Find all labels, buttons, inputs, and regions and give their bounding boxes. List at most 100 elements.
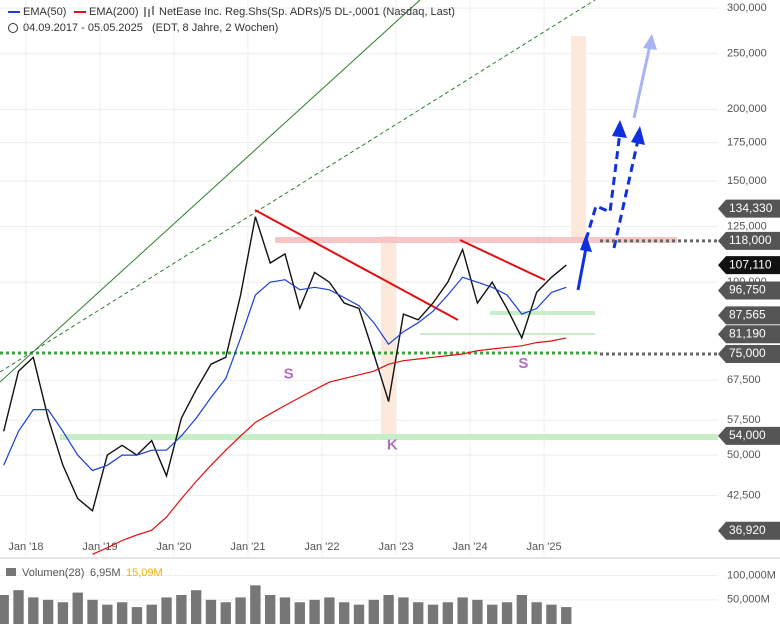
volume-bar — [205, 599, 217, 624]
level-label: 75,000 — [729, 346, 766, 360]
highlight-bar — [571, 36, 586, 240]
level-label: 87,565 — [729, 308, 766, 322]
y-tick-label: 250,000 — [727, 48, 767, 60]
price-line — [3, 216, 567, 513]
volume-bar — [250, 585, 261, 624]
volume-bar — [28, 597, 39, 624]
level-label: 134,330 — [729, 201, 773, 215]
pattern-annotation: K — [387, 436, 398, 453]
forecast-arrow — [612, 139, 640, 249]
volume-bar — [279, 597, 291, 624]
arrow-head — [643, 34, 657, 50]
legend-candle-icon — [144, 6, 154, 17]
forecast-arrow — [632, 44, 652, 119]
volume-bar — [309, 599, 320, 624]
volume-bar — [13, 590, 24, 624]
x-tick-label: Jan '24 — [452, 541, 487, 553]
volume-bar — [190, 590, 202, 624]
volume-bar — [102, 604, 113, 624]
y-tick-label: 150,000 — [727, 175, 767, 187]
level-box — [718, 426, 780, 445]
volume-bar — [427, 604, 439, 624]
legend-label: EMA(200) — [89, 6, 139, 18]
level-box — [718, 306, 780, 325]
x-tick-label: Jan '23 — [378, 541, 413, 553]
volume-bar — [161, 597, 172, 624]
trend-line — [254, 209, 459, 321]
level-label: 118,000 — [729, 233, 772, 247]
ema-line — [3, 276, 567, 472]
volume-bar — [42, 599, 54, 624]
legend-value: 15,09M — [126, 567, 163, 579]
volume-bar — [0, 595, 9, 624]
chart-title: NetEase Inc. Reg.Shs(Sp. ADRs)/5 DL-,000… — [159, 6, 455, 18]
volume-bar — [413, 602, 424, 624]
pattern-annotation: S — [284, 366, 294, 383]
level-label: 81,190 — [729, 326, 766, 340]
trend-line — [0, 0, 421, 383]
volume-bar — [146, 604, 157, 624]
arrow-head — [580, 234, 592, 252]
volume-bar — [487, 604, 498, 624]
ema-line — [92, 337, 567, 555]
arrow-head — [612, 120, 627, 138]
volume-bar — [368, 599, 379, 624]
legend-swatch — [6, 568, 16, 576]
trend-line — [459, 239, 546, 281]
y-tick-label: 125,000 — [727, 220, 767, 232]
volume-bar — [353, 604, 365, 624]
volume-bar — [442, 602, 454, 624]
volume-bar — [72, 592, 83, 624]
volume-bar — [546, 604, 557, 624]
panel-title: Volumen(28) — [22, 567, 84, 579]
volume-bar — [87, 599, 98, 624]
x-tick-label: Jan '25 — [526, 541, 561, 553]
volume-bar — [339, 602, 350, 624]
range-note: (EDT, 8 Jahre, 2 Wochen) — [152, 22, 278, 34]
y-tick-label: 50,000 — [727, 449, 761, 461]
volume-bar — [383, 595, 394, 624]
y-tick-label: 200,000 — [727, 103, 767, 115]
level-label: 107,110 — [729, 257, 772, 271]
volume-bar — [516, 595, 528, 624]
volume-bar — [116, 602, 128, 624]
volume-bar — [264, 595, 276, 624]
level-box — [718, 281, 780, 300]
forecast-arrow — [584, 131, 622, 241]
date-range: 04.09.2017 - 05.05.2025 — [23, 22, 143, 34]
y-tick-label: 57,500 — [727, 414, 761, 426]
y-tick-label: 50,000M — [727, 594, 770, 606]
y-tick-label: 175,000 — [727, 137, 767, 149]
forecast-arrow — [576, 247, 588, 291]
volume-bar — [324, 597, 335, 624]
x-tick-label: Jan '19 — [82, 541, 117, 553]
y-tick-label: 67,500 — [727, 374, 761, 386]
clock-icon — [8, 23, 18, 33]
level-box — [718, 344, 780, 363]
x-tick-label: Jan '18 — [8, 541, 43, 553]
volume-bar — [398, 597, 409, 624]
y-tick-label: 300,000 — [727, 2, 767, 14]
x-tick-label: Jan '20 — [156, 541, 191, 553]
level-box — [718, 256, 780, 275]
volume-bar — [294, 602, 305, 624]
y-tick-label: 42,500 — [727, 490, 761, 502]
level-label: 54,000 — [729, 428, 766, 442]
drawings — [0, 0, 780, 559]
volume-bar — [501, 602, 513, 624]
support-band — [490, 311, 595, 315]
level-box — [718, 325, 780, 344]
volume-bar — [131, 607, 143, 624]
volume-bar — [531, 602, 542, 624]
volume-bar — [561, 607, 572, 624]
level-box — [718, 521, 780, 540]
resistance-band — [275, 237, 677, 243]
level-label: 96,750 — [729, 283, 766, 297]
support-band — [60, 434, 718, 440]
legend-value: 6,95M — [90, 567, 121, 579]
pattern-annotation: S — [518, 355, 528, 372]
legend-label: EMA(50) — [23, 6, 66, 18]
volume-bar — [472, 599, 483, 624]
volume-bar — [220, 602, 231, 624]
